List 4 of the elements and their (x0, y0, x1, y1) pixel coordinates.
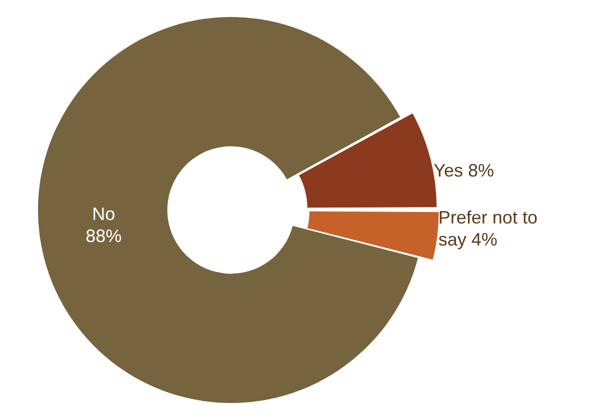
slice-label: No (92, 204, 116, 224)
slice-label: Yes 8% (434, 160, 494, 181)
data-label: 88% (86, 226, 122, 246)
slice-label: Prefer not to say 4% (438, 207, 538, 250)
